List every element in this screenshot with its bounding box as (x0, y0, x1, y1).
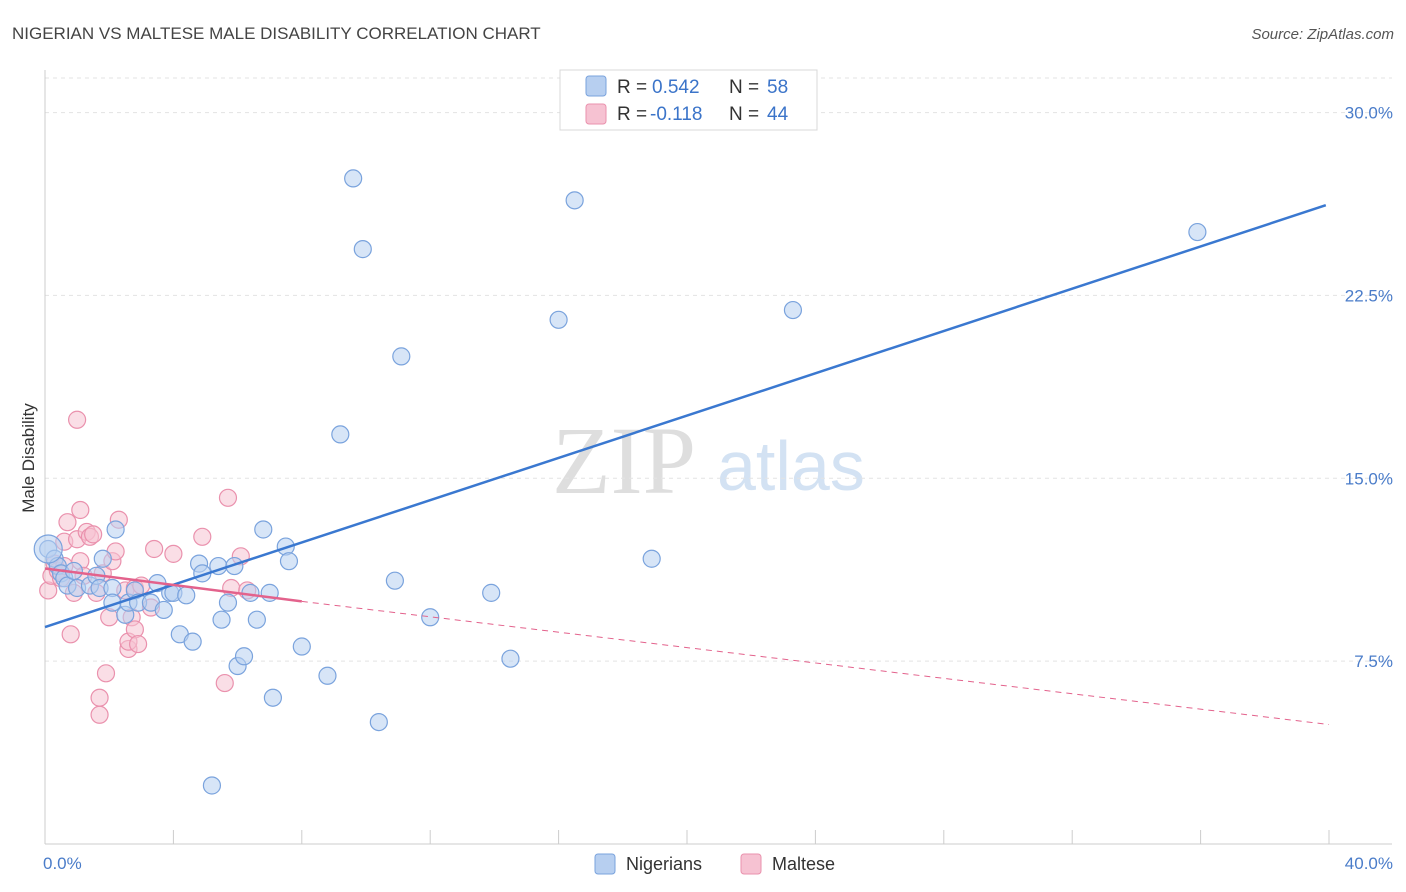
bottom-legend-maltese: Maltese (772, 854, 835, 874)
maltese-point-21 (96, 664, 116, 683)
x-minor-ticks (172, 830, 1330, 844)
nigerians-point-57 (783, 300, 803, 320)
maltese-point-18 (90, 688, 109, 707)
nigerians-point-33 (225, 556, 244, 576)
nigerians-point-26 (183, 632, 202, 651)
chart-title: NIGERIAN VS MALTESE MALE DISABILITY CORR… (12, 24, 541, 43)
maltese-trend-line (44, 567, 302, 603)
nigerians-point-21 (154, 600, 173, 620)
nigerians-point-29 (202, 776, 222, 795)
maltese-point-39 (218, 488, 238, 507)
correlation-legend: R = 0.542 N = 58 R = -0.118 N = 44 (559, 69, 818, 131)
maltese-point-7 (58, 513, 77, 532)
maltese-point-38 (215, 673, 234, 693)
legend-r-value-1: 0.542 (652, 77, 700, 98)
nigerians-point-45 (331, 425, 350, 444)
nigerians-point-11 (93, 549, 112, 568)
nigerians-point-32 (218, 593, 238, 612)
maltese-point-31 (125, 620, 144, 639)
watermark-atlas: atlas (717, 427, 865, 505)
nigerians-point-50 (392, 347, 411, 366)
maltese-point-36 (164, 544, 183, 563)
maltese-point-35 (145, 539, 164, 559)
y-tick-label-2: 22.5% (1345, 286, 1393, 305)
maltese-point-32 (128, 634, 148, 654)
legend-r-label-2: R = (617, 104, 647, 125)
nigerians-point-48 (369, 712, 388, 732)
legend-r-value-2: -0.118 (650, 104, 702, 125)
nigerians-point-49 (385, 571, 404, 590)
y-tick-label-3: 30.0% (1345, 104, 1393, 123)
maltese-point-37 (193, 527, 212, 546)
nigerians-point-55 (565, 191, 584, 210)
nigerians-point-40 (263, 688, 283, 707)
maltese-point-8 (61, 625, 80, 644)
source-label: Source: ZipAtlas.com (1251, 26, 1394, 43)
maltese-point-16 (84, 525, 103, 544)
y-axis-label: Male Disability (19, 403, 38, 513)
nigerians-point-56 (642, 549, 661, 568)
maltese-point-22 (100, 608, 119, 627)
nigerians-point-25 (177, 586, 196, 605)
trend-lines (44, 204, 1330, 726)
legend-r-label-1: R = (617, 77, 647, 98)
x-tick-label-max: 40.0% (1345, 854, 1393, 873)
watermark-zip: ZIP (552, 407, 696, 514)
nigerians-point-51 (421, 608, 440, 627)
maltese-point-12 (71, 500, 90, 520)
nigerians-point-31 (212, 610, 231, 629)
nigerians-point-54 (549, 310, 568, 329)
bottom-legend-nigerians: Nigerians (626, 854, 702, 874)
legend-n-label-1: N = (729, 77, 759, 98)
nigerians-point-52 (482, 583, 501, 602)
bottom-legend-swatch-maltese (740, 853, 762, 875)
maltese-point-43 (67, 410, 87, 429)
nigerians-point-35 (234, 647, 254, 666)
nigerians-point-38 (254, 520, 273, 539)
nigerians-cluster-point (33, 534, 63, 564)
legend-swatch-maltese (585, 103, 607, 125)
nigerians-point-42 (279, 552, 299, 571)
maltese-point-0 (39, 581, 58, 600)
maltese-point-19 (90, 705, 109, 724)
y-tick-label-1: 15.0% (1345, 469, 1393, 488)
nigerians-point-14 (106, 520, 125, 539)
nigerians-points (33, 169, 1207, 795)
nigerians-point-53 (501, 649, 520, 668)
y-tick-labels: 7.5% 15.0% 22.5% 30.0% (1345, 104, 1393, 672)
y-tick-label-0: 7.5% (1354, 652, 1393, 671)
x-tick-label-min: 0.0% (43, 854, 82, 873)
gridlines (45, 77, 1392, 662)
nigerians-point-43 (292, 637, 311, 656)
nigerians-trend-line (44, 204, 1327, 629)
nigerians-point-46 (344, 169, 363, 188)
legend-n-value-2: 44 (767, 104, 789, 125)
maltese-trend-extension (301, 600, 1330, 726)
nigerians-point-37 (247, 610, 266, 629)
bottom-legend-swatch-nigerians (594, 853, 616, 875)
legend-n-value-1: 58 (767, 77, 788, 98)
series-legend: Nigerians Maltese (594, 853, 835, 875)
nigerians-point-58 (1188, 222, 1207, 242)
legend-n-label-2: N = (729, 104, 759, 125)
nigerians-point-47 (353, 240, 372, 259)
nigerians-point-44 (318, 666, 337, 685)
legend-swatch-nigerians (585, 75, 607, 97)
